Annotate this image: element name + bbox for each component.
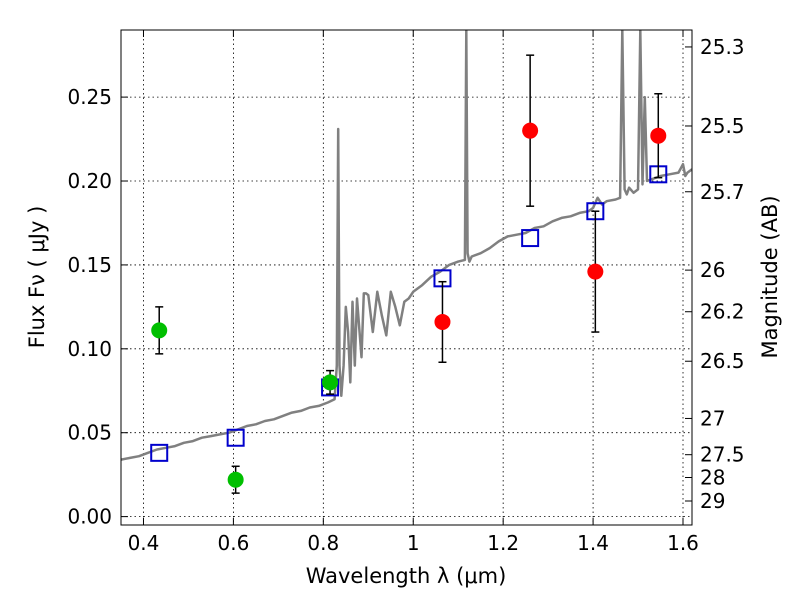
series-layer — [121, 30, 692, 461]
y-tick-label: 0.15 — [67, 253, 112, 277]
right-tick-label: 26.5 — [700, 349, 745, 373]
y-tick-label: 0.10 — [67, 337, 112, 361]
tick-layer: 0.4 0.6 0.8 1 1.2 1.4 1.6 0.00 0.05 0.10 0.15 0.20 0… — [67, 30, 745, 555]
x-tick-label: 1.4 — [577, 531, 609, 555]
observed-optical-point — [227, 471, 244, 488]
model-square-marker — [150, 443, 169, 462]
grid-layer — [121, 30, 692, 525]
y-tick-label: 0.00 — [67, 505, 112, 529]
observed-nir-point — [434, 313, 451, 330]
x-tick-label: 0.4 — [128, 531, 160, 555]
right-tick-label: 27.5 — [700, 443, 745, 467]
y-axis-right-label: Magnitude (AB) — [758, 195, 782, 358]
model-square-marker — [521, 229, 540, 248]
x-tick-label: 0.8 — [307, 531, 339, 555]
plot-area — [121, 30, 692, 525]
x-tick-label: 0.6 — [217, 531, 249, 555]
right-tick-label: 25.5 — [700, 114, 745, 138]
x-tick-label: 1.2 — [487, 531, 519, 555]
observed-nir-point — [587, 263, 604, 280]
plot-frame — [120, 29, 693, 526]
marker-layer — [150, 54, 668, 494]
right-tick-label: 25.7 — [700, 180, 745, 204]
observed-nir-point — [650, 127, 667, 144]
observed-optical-point — [322, 374, 339, 391]
y-tick-label: 0.05 — [67, 421, 112, 445]
y-axis-label: Flux Fν ( μJy ) — [25, 206, 49, 349]
right-tick-label: 27 — [700, 406, 725, 430]
spectrum-line — [121, 30, 692, 461]
right-tick-label: 25.3 — [700, 35, 745, 59]
observed-optical-point — [151, 322, 168, 339]
y-tick-label: 0.20 — [67, 169, 112, 193]
observed-nir-point — [522, 122, 539, 139]
x-tick-label: 1.6 — [667, 531, 699, 555]
x-axis-label: Wavelength λ (μm) — [306, 564, 507, 588]
x-tick-label: 1 — [407, 531, 420, 555]
model-square-marker — [226, 428, 245, 447]
right-tick-label: 28 — [700, 466, 725, 490]
y-tick-label: 0.25 — [67, 85, 112, 109]
right-tick-label: 26.2 — [700, 300, 745, 324]
right-tick-label: 29 — [700, 489, 725, 513]
right-tick-label: 26 — [700, 258, 725, 282]
